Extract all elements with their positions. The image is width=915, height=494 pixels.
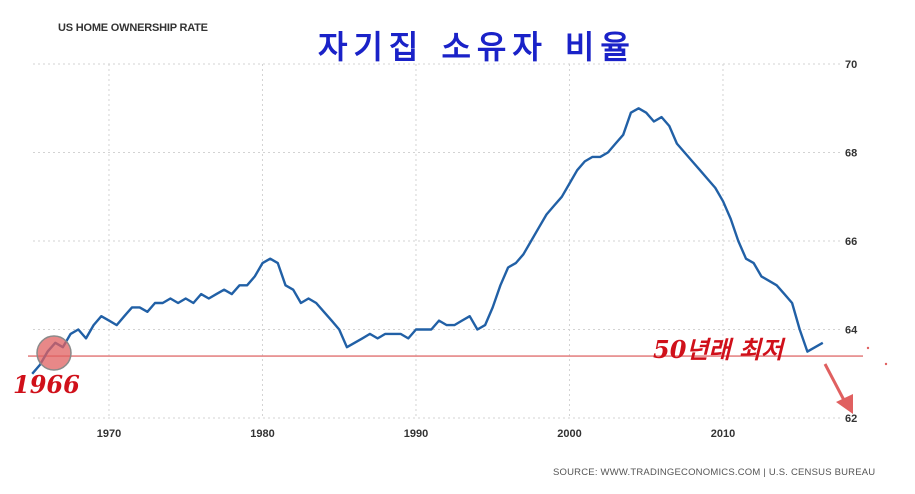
x-tick-label: 1970 (97, 428, 121, 440)
series-layer (31, 107, 824, 375)
korean-title: 자기집 소유자 비율 (318, 28, 636, 66)
dot-mark (884, 362, 888, 366)
annotation-layer (36, 335, 888, 414)
series-line (31, 107, 824, 375)
y-tick-label: 70 (845, 59, 857, 71)
downward-arrow-head (836, 394, 853, 414)
dot-mark (866, 346, 870, 350)
y-tick-label: 64 (845, 325, 858, 337)
x-tick-label: 1980 (250, 428, 274, 440)
x-tick-label: 2010 (711, 428, 735, 440)
y-tick-label: 62 (845, 413, 857, 425)
y-tick-label: 68 (845, 148, 857, 160)
tick-layer: 1970 1980 1990 2000 2010 62 64 66 68 70 (97, 59, 858, 440)
source-note: SOURCE: WWW.TRADINGECONOMICS.COM | U.S. … (553, 467, 876, 478)
downward-arrow-shaft (823, 363, 848, 405)
annotation-50yr-low: 50년래 최저 (653, 335, 784, 364)
x-tick-label: 2000 (557, 428, 581, 440)
annotation-1966: 1966 (13, 370, 80, 399)
highlight-circle-1966 (36, 335, 72, 371)
y-tick-label: 66 (845, 236, 857, 248)
x-tick-label: 1990 (404, 428, 428, 440)
grid-layer (33, 63, 843, 419)
chart-title: US HOME OWNERSHIP RATE (58, 22, 208, 34)
